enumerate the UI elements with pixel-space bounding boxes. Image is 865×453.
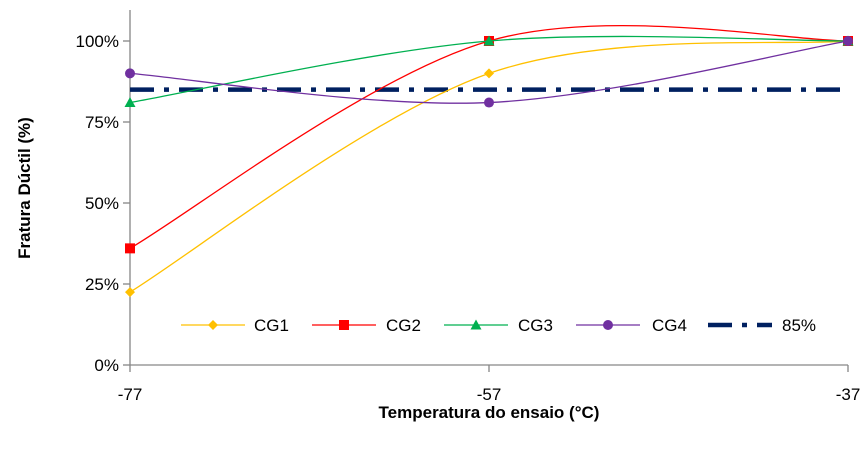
data-point-cg3 [483, 35, 495, 46]
data-point-cg4 [484, 97, 494, 108]
series-cg1 [125, 36, 853, 298]
legend-marker-cg1 [208, 320, 218, 330]
y-tick-label: 0% [94, 356, 119, 375]
series-line-cg1 [129, 40, 849, 293]
legend-label-85: 85% [782, 316, 816, 335]
series-line-cg2 [129, 25, 849, 249]
data-point-cg3 [124, 97, 136, 108]
legend: CG1 CG2 CG3 CG4 85% [181, 316, 816, 335]
legend-item-85: 85% [708, 316, 816, 335]
x-tick-label: -37 [836, 385, 861, 404]
legend-item-cg2: CG2 [312, 316, 421, 335]
x-axis-title: Temperatura do ensaio (°C) [379, 403, 600, 422]
data-point-cg1 [125, 287, 135, 298]
data-point-cg4 [125, 68, 135, 79]
data-point-cg1 [484, 68, 494, 79]
series-cg4 [125, 36, 853, 108]
legend-marker-cg2 [339, 320, 349, 330]
series-cg2 [125, 25, 853, 254]
ticks: 0% 25% 50% 75% 100% -77 -57 -37 [76, 32, 861, 404]
legend-label-cg3: CG3 [518, 316, 553, 335]
x-tick-label: -77 [118, 385, 143, 404]
x-tick-label: -57 [477, 385, 502, 404]
legend-item-cg4: CG4 [576, 316, 687, 335]
legend-label-cg4: CG4 [652, 316, 687, 335]
y-tick-label: 100% [76, 32, 119, 51]
series [124, 25, 854, 298]
y-tick-label: 75% [85, 113, 119, 132]
legend-item-cg1: CG1 [181, 316, 289, 335]
y-tick-label: 25% [85, 275, 119, 294]
legend-label-cg2: CG2 [386, 316, 421, 335]
legend-label-cg1: CG1 [254, 316, 289, 335]
y-axis-title: Fratura Dúctil (%) [15, 117, 34, 259]
y-tick-label: 50% [85, 194, 119, 213]
data-point-cg4 [843, 36, 853, 46]
legend-marker-cg4 [603, 320, 613, 330]
data-point-cg2 [125, 243, 135, 254]
legend-item-cg3: CG3 [444, 316, 553, 335]
legend-marker-cg3 [470, 319, 482, 330]
